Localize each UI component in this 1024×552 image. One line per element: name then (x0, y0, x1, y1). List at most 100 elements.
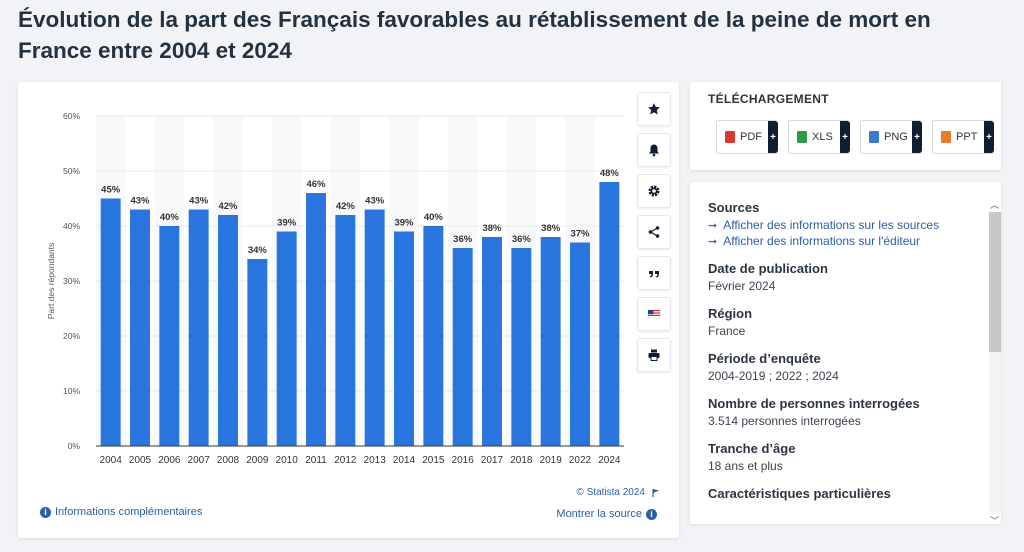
bar (130, 209, 150, 446)
info-scrollbar[interactable]: ︿ ﹀ (987, 198, 1001, 524)
show-source-link[interactable]: Montrer la source i (556, 508, 661, 520)
region-heading: Région (708, 306, 753, 321)
favorite-button[interactable] (637, 92, 671, 126)
bar-value-label: 48% (600, 168, 620, 179)
download-buttons: PDF + XLS + PNG + PPT + (716, 120, 994, 154)
age-range-value: 18 ans et plus (708, 459, 783, 473)
y-axis-label: Part des répondants (46, 243, 56, 320)
bar-value-label: 45% (101, 185, 121, 196)
download-pdf-button[interactable]: PDF + (716, 120, 778, 154)
download-png-button[interactable]: PNG + (860, 120, 922, 154)
bar (570, 242, 590, 446)
language-button[interactable] (637, 297, 671, 331)
x-tick-label: 2017 (481, 455, 504, 466)
download-card: TÉLÉCHARGEMENT PDF + XLS + PNG + PPT + (690, 82, 1001, 170)
x-tick-label: 2024 (598, 455, 621, 466)
notification-button[interactable] (637, 133, 671, 167)
x-tick-label: 2011 (305, 455, 327, 466)
x-tick-label: 2009 (246, 455, 269, 466)
sources-heading: Sources (708, 200, 760, 215)
x-tick-label: 2010 (276, 455, 299, 466)
bar (247, 259, 268, 446)
bar-value-label: 43% (189, 196, 209, 207)
y-tick-label: 60% (63, 111, 80, 121)
scroll-down-icon[interactable]: ﹀ (990, 516, 1000, 524)
publication-date-value: Février 2024 (708, 279, 776, 293)
download-title: TÉLÉCHARGEMENT (708, 92, 829, 106)
x-tick-label: 2018 (510, 455, 533, 466)
survey-period-heading: Période d’enquête (708, 351, 821, 366)
bar-value-label: 39% (394, 218, 414, 229)
copyright-text: © Statista 2024 (576, 487, 645, 498)
bar-value-label: 46% (306, 179, 326, 190)
png-file-icon (869, 131, 879, 143)
y-tick-label: 30% (63, 276, 80, 286)
bar (364, 209, 385, 446)
ppt-file-icon (941, 131, 951, 143)
y-tick-label: 40% (63, 221, 80, 231)
plus-icon: + (840, 121, 850, 153)
scrollbar-thumb[interactable] (989, 212, 1001, 352)
bell-icon (649, 144, 659, 157)
arrow-right-icon: ➞ (708, 219, 718, 232)
cite-button[interactable] (637, 256, 671, 290)
bar (188, 209, 209, 446)
bar-value-label: 43% (365, 196, 385, 207)
print-icon (648, 349, 660, 361)
copyright-link[interactable]: © Statista 2024 (576, 487, 661, 498)
bar-value-label: 36% (512, 234, 532, 245)
bar (452, 248, 473, 446)
star-icon (648, 103, 660, 115)
bar-value-label: 34% (248, 245, 268, 256)
bar (100, 198, 121, 446)
gear-icon (648, 185, 660, 197)
x-tick-label: 2007 (188, 455, 211, 466)
x-tick-label: 2008 (217, 455, 240, 466)
age-range-heading: Tranche d’âge (708, 441, 796, 456)
info-card: Sources ➞ Afficher des informations sur … (690, 182, 1001, 524)
bar (540, 237, 561, 446)
scroll-up-icon[interactable]: ︿ (990, 200, 1000, 210)
download-xls-button[interactable]: XLS + (788, 120, 850, 154)
bar (423, 226, 444, 446)
bar-value-label: 42% (218, 201, 238, 212)
x-tick-label: 2013 (364, 455, 387, 466)
pdf-file-icon (725, 131, 735, 143)
download-pdf-label: PDF (740, 131, 762, 143)
arrow-right-icon: ➞ (708, 235, 718, 248)
x-tick-label: 2022 (569, 455, 592, 466)
region-value: France (708, 324, 746, 338)
share-button[interactable] (637, 215, 671, 249)
chart-toolbar (637, 92, 671, 379)
page-title: Évolution de la part des Français favora… (18, 7, 931, 63)
download-xls-label: XLS (812, 131, 833, 143)
print-button[interactable] (637, 338, 671, 372)
publisher-info-link[interactable]: ➞ Afficher des informations sur l'éditeu… (708, 234, 978, 248)
respondents-heading: Nombre de personnes interrogées (708, 396, 920, 411)
x-tick-label: 2012 (334, 455, 357, 466)
bar-value-label: 40% (160, 212, 180, 223)
flag-icon (647, 309, 661, 319)
plus-icon: + (912, 121, 922, 153)
x-tick-label: 2004 (100, 455, 123, 466)
survey-period-value: 2004-2019 ; 2022 ; 2024 (708, 369, 839, 383)
flag-marker-icon (652, 488, 659, 497)
more-info-link[interactable]: i Informations complémentaires (36, 506, 202, 518)
xls-file-icon (797, 131, 807, 143)
bar-value-label: 38% (482, 223, 502, 234)
respondents-value: 3.514 personnes interrogées (708, 414, 861, 428)
bar (511, 248, 532, 446)
bar (335, 215, 356, 446)
y-tick-label: 50% (63, 166, 80, 176)
sources-info-link[interactable]: ➞ Afficher des informations sur les sour… (708, 218, 978, 232)
info-panel: Sources ➞ Afficher des informations sur … (708, 200, 978, 504)
bar (306, 193, 326, 446)
bar (599, 182, 620, 446)
info-icon: i (646, 508, 657, 520)
y-tick-label: 0% (68, 441, 81, 451)
settings-button[interactable] (637, 174, 671, 208)
bar-value-label: 37% (570, 229, 590, 240)
sources-info-label: Afficher des informations sur les source… (723, 218, 940, 232)
x-tick-label: 2016 (452, 455, 475, 466)
download-ppt-button[interactable]: PPT + (932, 120, 994, 154)
